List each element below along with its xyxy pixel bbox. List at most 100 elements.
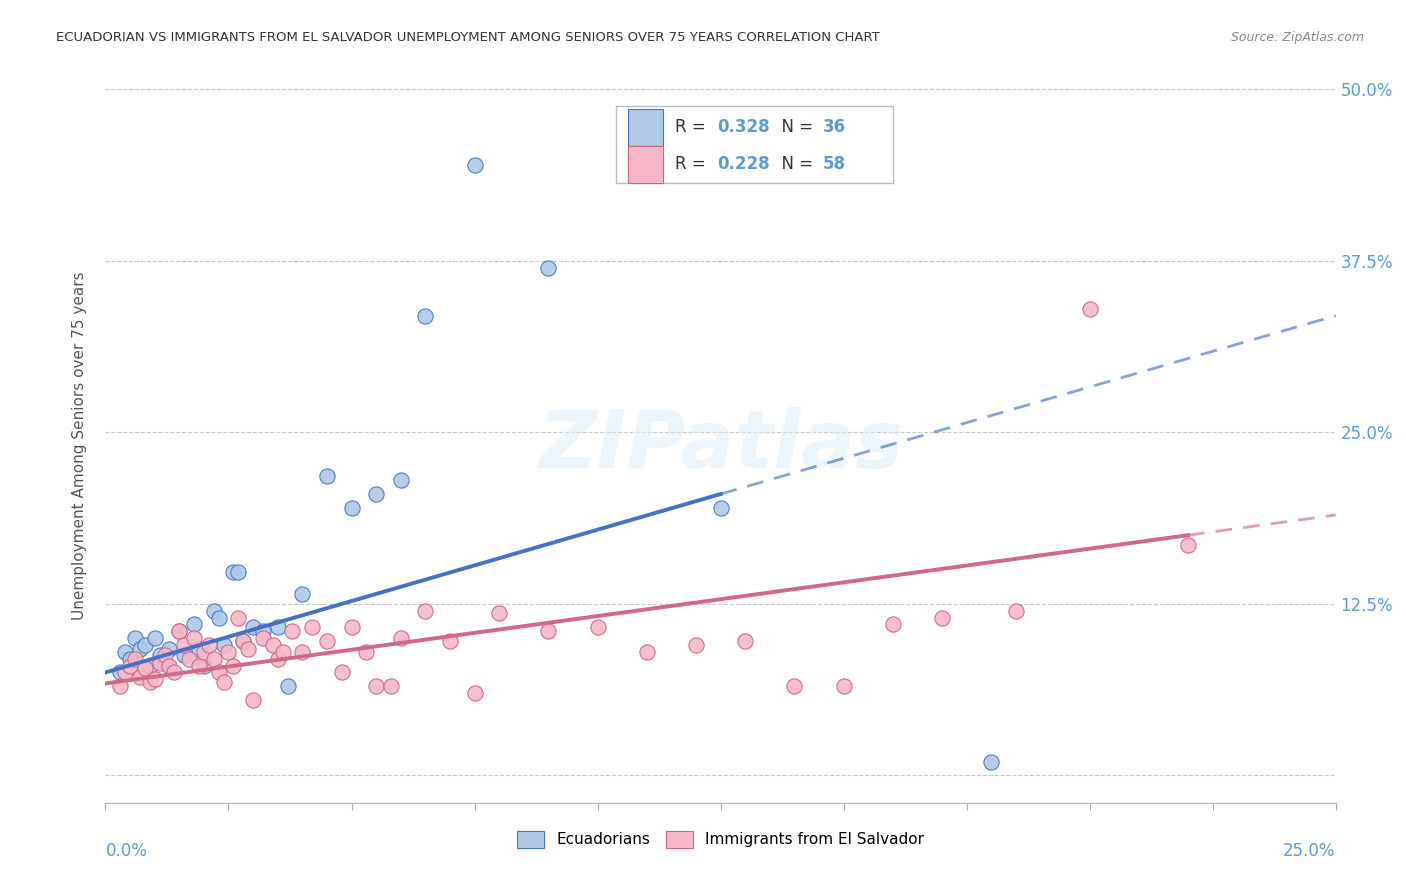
Point xyxy=(267,620,290,634)
Point xyxy=(242,620,264,634)
Point xyxy=(159,642,180,657)
Point xyxy=(685,638,707,652)
Point xyxy=(153,648,176,662)
Point xyxy=(134,661,156,675)
Point xyxy=(149,648,172,662)
Point xyxy=(330,665,353,680)
Point xyxy=(163,665,186,680)
Point xyxy=(262,638,284,652)
Text: N =: N = xyxy=(770,118,818,136)
Point xyxy=(315,469,337,483)
Point xyxy=(366,487,388,501)
Point xyxy=(183,617,205,632)
Point xyxy=(340,620,363,634)
Point xyxy=(267,651,290,665)
Text: ECUADORIAN VS IMMIGRANTS FROM EL SALVADOR UNEMPLOYMENT AMONG SENIORS OVER 75 YEA: ECUADORIAN VS IMMIGRANTS FROM EL SALVADO… xyxy=(56,31,880,45)
Point xyxy=(120,658,141,673)
Point xyxy=(202,651,225,665)
Point xyxy=(439,633,461,648)
Point xyxy=(143,673,166,687)
Point xyxy=(340,500,363,515)
Text: N =: N = xyxy=(770,155,818,173)
Point xyxy=(124,651,146,665)
Legend: Ecuadorians, Immigrants from El Salvador: Ecuadorians, Immigrants from El Salvador xyxy=(509,823,932,855)
Point xyxy=(138,675,162,690)
Y-axis label: Unemployment Among Seniors over 75 years: Unemployment Among Seniors over 75 years xyxy=(72,272,87,620)
Point xyxy=(389,473,412,487)
Point xyxy=(537,260,560,275)
Point xyxy=(193,658,215,673)
Point xyxy=(124,631,146,645)
Point xyxy=(980,755,1002,769)
Point xyxy=(169,624,191,639)
Point xyxy=(218,645,240,659)
Point xyxy=(252,624,274,639)
Text: 0.0%: 0.0% xyxy=(105,842,148,860)
Text: 25.0%: 25.0% xyxy=(1284,842,1336,860)
Point xyxy=(110,679,132,693)
Point xyxy=(120,651,141,665)
FancyBboxPatch shape xyxy=(628,145,662,183)
FancyBboxPatch shape xyxy=(616,106,893,184)
Point xyxy=(366,679,388,693)
Point xyxy=(301,620,323,634)
Point xyxy=(114,665,136,680)
Point xyxy=(110,665,132,680)
Point xyxy=(710,500,733,515)
Point xyxy=(188,658,211,673)
Point xyxy=(143,631,166,645)
Point xyxy=(783,679,806,693)
Point xyxy=(129,642,152,657)
Point xyxy=(159,658,180,673)
Point xyxy=(252,631,274,645)
Point xyxy=(488,607,510,621)
Point xyxy=(389,631,412,645)
Text: 0.328: 0.328 xyxy=(717,118,769,136)
Point xyxy=(734,633,756,648)
Point xyxy=(232,633,254,648)
Point xyxy=(212,638,235,652)
Point xyxy=(138,658,162,673)
Point xyxy=(173,638,195,652)
Point xyxy=(169,624,191,639)
Text: 0.228: 0.228 xyxy=(717,155,769,173)
Point xyxy=(129,669,152,683)
Point xyxy=(228,566,250,580)
Point xyxy=(1004,604,1026,618)
Point xyxy=(173,648,195,662)
Text: 36: 36 xyxy=(823,118,846,136)
Point xyxy=(153,656,176,670)
Point xyxy=(208,665,231,680)
Point xyxy=(464,686,486,700)
Point xyxy=(291,587,314,601)
Point xyxy=(232,633,254,648)
FancyBboxPatch shape xyxy=(628,109,662,145)
Point xyxy=(931,610,953,624)
Text: Source: ZipAtlas.com: Source: ZipAtlas.com xyxy=(1230,31,1364,45)
Text: R =: R = xyxy=(675,118,711,136)
Point xyxy=(179,651,201,665)
Point xyxy=(134,638,156,652)
Point xyxy=(315,633,337,648)
Point xyxy=(222,658,245,673)
Point xyxy=(193,645,215,659)
Point xyxy=(242,693,264,707)
Point xyxy=(464,158,486,172)
Point xyxy=(415,604,437,618)
Point xyxy=(277,679,299,693)
Point xyxy=(236,642,260,657)
Point xyxy=(380,679,402,693)
Point xyxy=(212,675,235,690)
Point xyxy=(183,631,205,645)
Point xyxy=(149,656,172,670)
Point xyxy=(114,645,136,659)
Point xyxy=(537,624,560,639)
Point xyxy=(1078,301,1101,316)
Point xyxy=(188,642,211,657)
Point xyxy=(354,645,377,659)
Point xyxy=(222,566,245,580)
Point xyxy=(228,610,250,624)
Text: 58: 58 xyxy=(823,155,845,173)
Point xyxy=(832,679,855,693)
Point xyxy=(415,309,437,323)
